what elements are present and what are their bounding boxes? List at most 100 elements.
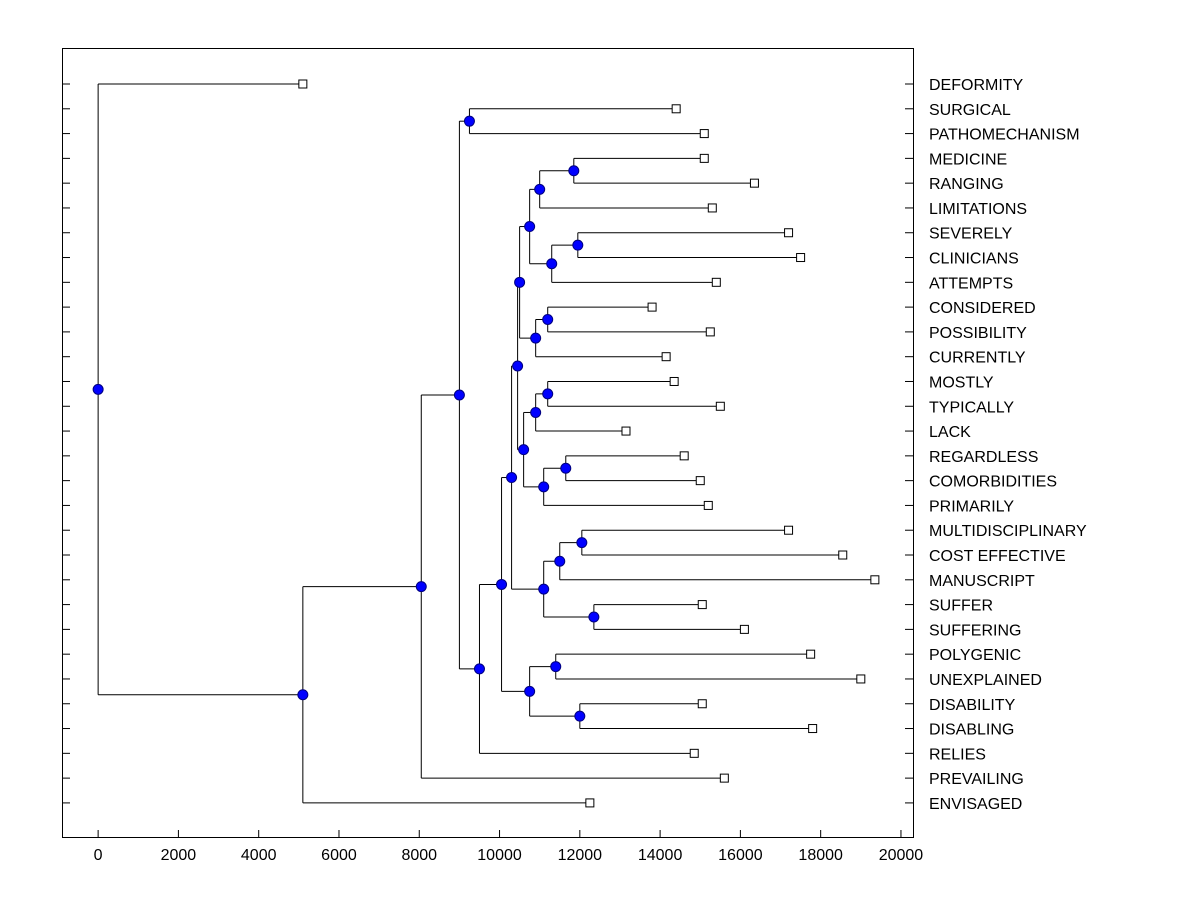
x-tick-label: 16000 — [718, 847, 763, 864]
leaf-label: ENVISAGED — [929, 796, 1022, 813]
merge-node-n6 — [542, 314, 554, 326]
leaf-marker-currently — [661, 352, 671, 362]
leaf-marker-comorbidities — [695, 476, 705, 486]
leaf-label: COST EFFECTIVE — [929, 548, 1066, 565]
x-tick-label: 18000 — [798, 847, 843, 864]
merge-node-n26 — [453, 389, 465, 401]
leaf-label: ATTEMPTS — [929, 275, 1013, 292]
leaf-label: CLINICIANS — [929, 251, 1019, 268]
leaf-marker-deformity — [298, 79, 308, 89]
leaf-tick-marks — [62, 83, 913, 804]
leaf-marker-mostly — [669, 376, 679, 386]
leaf-label: MANUSCRIPT — [929, 573, 1035, 590]
leaf-label: POSSIBILITY — [929, 325, 1027, 342]
leaf-label: SUFFER — [929, 598, 993, 615]
leaf-marker-severely — [784, 228, 794, 238]
leaf-marker-disability — [697, 699, 707, 709]
leaf-marker-considered — [647, 302, 657, 312]
leaf-label: PRIMARILY — [929, 498, 1014, 515]
leaf-marker-multidisciplinary — [784, 525, 794, 535]
leaf-label: UNEXPLAINED — [929, 672, 1042, 689]
x-tick-label: 6000 — [321, 847, 357, 864]
leaf-marker-typically — [715, 401, 725, 411]
leaf-label: CONSIDERED — [929, 300, 1036, 317]
leaf-marker-suffering — [739, 624, 749, 634]
leaf-marker-surgical — [671, 104, 681, 114]
leaf-label: MOSTLY — [929, 374, 994, 391]
leaf-label: MULTIDISCIPLINARY — [929, 523, 1087, 540]
leaf-marker-envisaged — [585, 798, 595, 808]
leaf-marker-limitations — [707, 203, 717, 213]
leaf-label: RELIES — [929, 746, 986, 763]
leaf-label: SEVERELY — [929, 226, 1013, 243]
merge-node-n24 — [473, 663, 485, 675]
merge-node-n7 — [530, 332, 542, 344]
leaf-marker-possibility — [705, 327, 715, 337]
x-tick-label: 8000 — [401, 847, 437, 864]
merge-node-n14 — [512, 360, 524, 372]
leaf-marker-polygenic — [806, 649, 816, 659]
merge-node-n2 — [534, 183, 546, 195]
leaf-label: DISABILITY — [929, 697, 1016, 714]
leaf-marker-cost-effective — [838, 550, 848, 560]
leaf-marker-clinicians — [796, 253, 806, 263]
leaf-markers — [298, 79, 880, 808]
leaf-label: DEFORMITY — [929, 77, 1024, 94]
merge-node-n5 — [524, 221, 536, 233]
leaf-label: POLYGENIC — [929, 647, 1021, 664]
leaf-marker-attempts — [711, 277, 721, 287]
leaf-label: SURGICAL — [929, 102, 1011, 119]
leaf-label: RANGING — [929, 176, 1004, 193]
merge-node-n25 — [463, 115, 475, 127]
leaf-label: TYPICALLY — [929, 399, 1014, 416]
merge-node-n4 — [546, 258, 558, 270]
leaf-label: REGARDLESS — [929, 449, 1038, 466]
merge-node-n9 — [542, 388, 554, 400]
merge-node-markers — [92, 115, 600, 722]
merge-node-root — [92, 383, 104, 395]
leaf-marker-disabling — [808, 724, 818, 734]
x-tick-label: 14000 — [638, 847, 683, 864]
leaf-marker-pathomechanism — [699, 129, 709, 139]
x-tick-label: 12000 — [558, 847, 603, 864]
merge-node-n10 — [530, 406, 542, 418]
merge-node-n15 — [576, 537, 588, 549]
merge-node-n8 — [514, 276, 526, 288]
merge-node-n19 — [506, 472, 518, 484]
merge-node-n23 — [496, 578, 508, 590]
leaf-marker-unexplained — [856, 674, 866, 684]
merge-node-n18 — [538, 583, 550, 595]
x-tick-label: 4000 — [241, 847, 277, 864]
x-tick-label: 20000 — [879, 847, 924, 864]
leaf-marker-medicine — [699, 153, 709, 163]
merge-node-n27 — [415, 581, 427, 593]
merge-node-n28 — [297, 689, 309, 701]
leaf-marker-ranging — [749, 178, 759, 188]
merge-node-n11 — [560, 462, 572, 474]
leaf-marker-manuscript — [870, 575, 880, 585]
leaf-label: DISABLING — [929, 722, 1014, 739]
merge-node-n13 — [518, 444, 530, 456]
merge-node-n1 — [568, 165, 580, 177]
dendrogram-links — [97, 83, 875, 804]
merge-node-n17 — [588, 611, 600, 623]
leaf-marker-primarily — [703, 500, 713, 510]
plot-frame — [62, 48, 914, 838]
merge-node-n20 — [550, 661, 562, 673]
leaf-marker-suffer — [697, 600, 707, 610]
leaf-label: LACK — [929, 424, 971, 441]
leaf-marker-prevailing — [719, 773, 729, 783]
leaf-marker-relies — [689, 748, 699, 758]
leaf-label: LIMITATIONS — [929, 201, 1027, 218]
merge-node-n3 — [572, 239, 584, 251]
leaf-label: PATHOMECHANISM — [929, 127, 1080, 144]
x-axis: 0 2000 4000 6000 8000 10000 12000 14000 16000 180… — [94, 830, 924, 864]
merge-node-n21 — [574, 710, 586, 722]
leaf-marker-regardless — [679, 451, 689, 461]
x-tick-label: 10000 — [477, 847, 522, 864]
leaf-label: MEDICINE — [929, 151, 1007, 168]
merge-node-n12 — [538, 481, 550, 493]
leaf-label: PREVAILING — [929, 771, 1024, 788]
